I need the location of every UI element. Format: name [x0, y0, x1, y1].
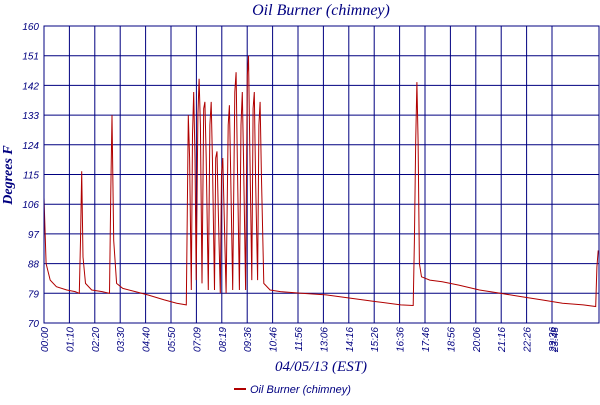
- y-tick-label: 106: [22, 200, 39, 211]
- x-tick-label: 20:06: [472, 327, 483, 353]
- x-tick-label: 00:00: [40, 327, 51, 352]
- x-tick-label: 13:06: [319, 327, 330, 352]
- x-tick-label: 10:46: [269, 327, 280, 352]
- x-tick-label: 23:48: [550, 327, 561, 353]
- y-tick-label: 79: [28, 289, 40, 300]
- x-tick-label: 21:16: [497, 327, 508, 353]
- y-tick-label: 142: [22, 81, 39, 92]
- y-axis-label: Degrees F: [1, 145, 16, 206]
- y-tick-label: 88: [28, 260, 40, 271]
- x-tick-label: 16:36: [396, 327, 407, 352]
- legend-label: Oil Burner (chimney): [250, 384, 351, 396]
- y-tick-label: 124: [22, 141, 39, 152]
- x-tick-label: 17:46: [421, 327, 432, 352]
- y-tick-label: 151: [22, 52, 39, 63]
- series-layer: [43, 55, 599, 308]
- x-tick-label: 22:26: [523, 327, 534, 353]
- grid: [43, 25, 599, 324]
- x-tick-label: 18:56: [446, 327, 457, 352]
- x-tick-label: 05:50: [167, 327, 178, 352]
- legend: Oil Burner (chimney): [234, 384, 351, 396]
- x-tick-label: 15:26: [370, 327, 381, 352]
- x-tick-label: 11:56: [294, 327, 305, 352]
- x-tick-label: 04:40: [142, 327, 153, 352]
- x-tick-label: 14:16: [345, 327, 356, 352]
- y-tick-label: 115: [23, 171, 39, 182]
- x-tick-label: 07:09: [192, 327, 203, 352]
- y-tick-labels: 70 79 88 97 106 115 124 133 142 151 160: [22, 22, 39, 330]
- series-line: [43, 55, 599, 308]
- y-tick-label: 97: [28, 230, 40, 241]
- x-tick-label: 03:30: [116, 327, 127, 352]
- x-axis-label: 04/05/13 (EST): [275, 359, 367, 375]
- y-tick-label: 133: [22, 111, 39, 122]
- plot-frame: [43, 25, 600, 324]
- y-tick-label: 160: [22, 22, 39, 33]
- x-tick-label: 01:10: [65, 327, 76, 352]
- x-tick-label: 02:20: [91, 327, 102, 352]
- x-tick-labels: 00:00 01:10 02:20 03:30 04:40 05:50 07:09 08:19…: [40, 327, 561, 353]
- x-tick-label: 23:36: [548, 327, 559, 353]
- y-tick-label: 70: [28, 319, 40, 330]
- x-tick-label: 08:19: [218, 327, 229, 352]
- chart-title: Oil Burner (chimney): [252, 2, 390, 19]
- x-tick-label: 09:36: [243, 327, 254, 352]
